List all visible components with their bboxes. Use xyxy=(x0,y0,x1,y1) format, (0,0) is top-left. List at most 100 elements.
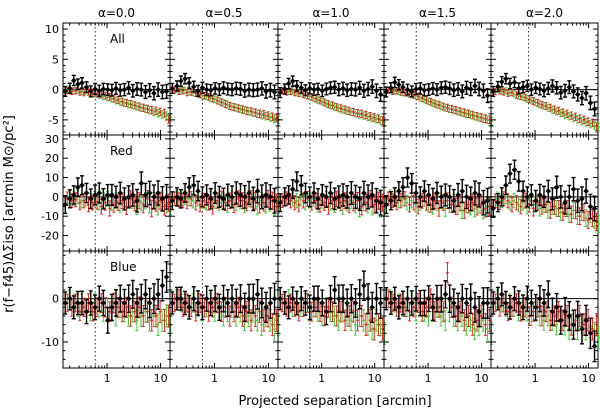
y-tick-label: 30 xyxy=(45,133,59,146)
data-point xyxy=(483,117,488,121)
row-label: Blue xyxy=(110,260,137,274)
data-point xyxy=(202,199,206,203)
data-point xyxy=(198,92,202,97)
data-point xyxy=(565,112,569,116)
data-point xyxy=(345,109,349,113)
data-point xyxy=(190,83,197,90)
data-point xyxy=(100,196,107,202)
data-point xyxy=(105,95,109,100)
y-tick-label: 5 xyxy=(52,53,59,66)
data-point xyxy=(285,192,292,198)
data-point xyxy=(70,192,77,198)
panel xyxy=(62,134,173,252)
data-point xyxy=(159,89,166,95)
data-point xyxy=(134,86,140,92)
data-point xyxy=(596,222,600,226)
data-point xyxy=(62,300,69,306)
data-point xyxy=(510,91,514,95)
data-point xyxy=(130,88,136,94)
data-point xyxy=(407,92,412,96)
data-point xyxy=(374,117,378,121)
data-point xyxy=(96,88,103,94)
data-point xyxy=(414,203,418,207)
data-point xyxy=(420,96,424,100)
data-point xyxy=(187,197,191,201)
data-point xyxy=(495,199,501,206)
data-point xyxy=(512,92,516,96)
data-point xyxy=(574,91,581,98)
data-point xyxy=(396,188,402,194)
data-point xyxy=(203,86,210,93)
data-point xyxy=(430,196,436,202)
data-point xyxy=(416,94,420,98)
data-point xyxy=(383,201,390,208)
data-point xyxy=(417,85,424,92)
panel xyxy=(277,250,387,369)
data-point xyxy=(108,206,112,211)
data-point xyxy=(195,88,201,94)
data-point xyxy=(549,196,556,202)
data-point xyxy=(137,305,141,309)
data-point xyxy=(374,318,378,322)
data-point xyxy=(536,101,540,105)
data-point xyxy=(246,295,252,302)
data-point xyxy=(249,318,253,322)
data-point xyxy=(274,116,279,120)
data-point xyxy=(271,89,278,95)
x-tick-label: 10 xyxy=(154,372,168,385)
data-point xyxy=(158,110,162,114)
data-point xyxy=(270,323,274,327)
data-series xyxy=(169,279,278,323)
data-point xyxy=(575,214,580,218)
data-point xyxy=(439,104,443,108)
data-point xyxy=(145,107,150,111)
data-point xyxy=(195,188,201,194)
data-point xyxy=(251,111,255,115)
data-point xyxy=(343,199,347,203)
data-point xyxy=(412,201,416,205)
data-point xyxy=(83,308,90,315)
data-point xyxy=(414,310,418,314)
data-point xyxy=(289,78,296,84)
data-point xyxy=(156,111,160,115)
data-point xyxy=(62,88,69,95)
data-point xyxy=(315,295,321,302)
data-point xyxy=(223,305,228,309)
data-point xyxy=(92,86,98,92)
data-point xyxy=(511,79,518,86)
data-point xyxy=(152,110,156,114)
data-point xyxy=(228,104,232,108)
data-point xyxy=(521,201,525,205)
data-point xyxy=(110,97,114,101)
data-point xyxy=(179,89,183,93)
data-series xyxy=(383,76,491,104)
data-point xyxy=(438,194,445,200)
data-point xyxy=(424,98,428,102)
column-title: α=1.5 xyxy=(419,6,456,20)
data-point xyxy=(528,86,535,93)
data-point xyxy=(314,305,318,309)
data-point xyxy=(129,314,133,318)
y-tick-label: -10 xyxy=(41,336,59,349)
data-point xyxy=(246,86,252,93)
data-point xyxy=(460,111,464,115)
data-point xyxy=(337,318,341,322)
data-point xyxy=(75,184,81,190)
data-point xyxy=(532,84,539,91)
data-point xyxy=(485,118,490,122)
data-point xyxy=(471,113,475,117)
data-point xyxy=(361,190,367,196)
panel xyxy=(169,134,281,252)
data-point xyxy=(507,170,513,177)
data-point xyxy=(366,323,370,327)
data-point xyxy=(186,80,192,86)
data-point xyxy=(241,304,248,311)
data-point xyxy=(194,201,198,205)
data-point xyxy=(365,86,371,92)
y-tick-label: 20 xyxy=(45,152,59,165)
data-point xyxy=(220,196,227,202)
data-point xyxy=(99,204,103,209)
data-point xyxy=(271,197,278,204)
data-point xyxy=(532,197,539,204)
data-point xyxy=(257,310,262,314)
